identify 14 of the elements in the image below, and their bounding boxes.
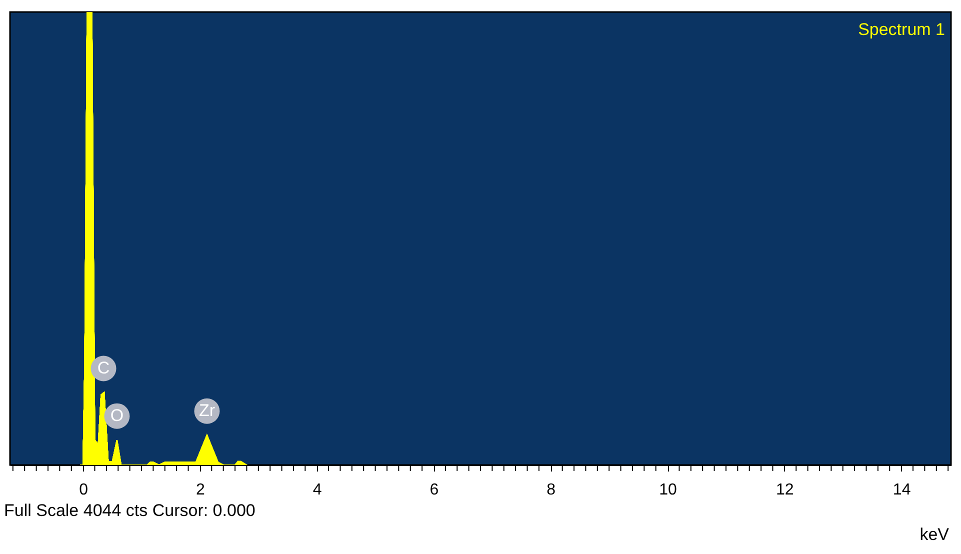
x-axis-title: keV (920, 525, 950, 544)
annotation: Zr (198, 401, 216, 420)
annotation: O (110, 406, 124, 426)
x-tick-label: 10 (659, 482, 678, 498)
text: Full Scale 4044 cts Cursor: 0.000 (4, 501, 256, 520)
x-tick-label: 4 (312, 482, 322, 498)
x-tick-label: 2 (196, 482, 205, 498)
x-tick-label: 6 (430, 482, 439, 498)
x-tick-label: 14 (892, 482, 911, 498)
x-tick-label: 12 (776, 482, 794, 498)
x-tick-label: 0 (79, 482, 88, 498)
annotation: Spectrum 1 (858, 20, 945, 39)
x-tick-label: 8 (546, 482, 556, 498)
annotation: C (97, 358, 110, 378)
